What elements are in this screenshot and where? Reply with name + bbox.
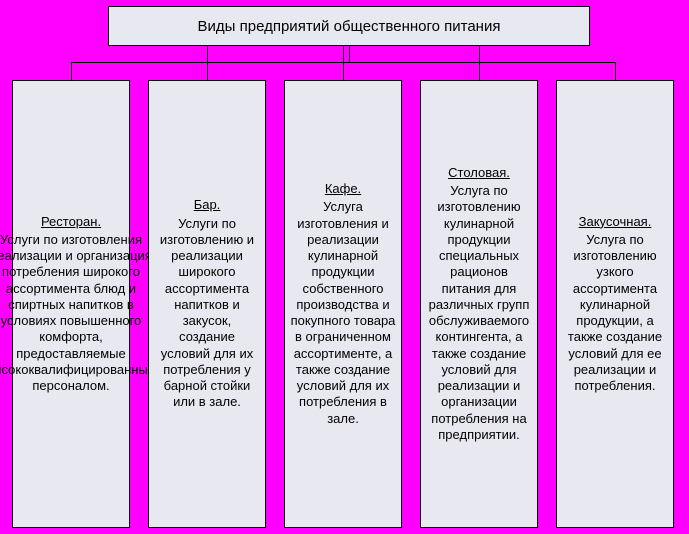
card-bar: Бар. Услуги по изготовлению и реализации … (148, 80, 266, 528)
diagram-title: Виды предприятий общественного питания (198, 18, 501, 35)
card-text-cafe: Услуга изготовления и реализации кулинар… (289, 199, 397, 427)
card-title-snackbar: Закусочная. (579, 214, 652, 230)
card-cafe: Кафе. Услуга изготовления и реализации ку… (284, 80, 402, 528)
card-text-snackbar: Услуга по изготовлению узкого ассортимен… (561, 232, 669, 395)
card-text-restaurant: Услуги по изготовления реализации и орга… (0, 232, 157, 395)
card-title-cafe: Кафе. (325, 181, 361, 197)
card-title-canteen: Столовая. (448, 165, 510, 181)
card-restaurant: Ресторан.Услуги по изготовления реализац… (12, 80, 130, 528)
card-text-bar: Услуги по изготовлению и реализации широ… (153, 216, 261, 411)
card-text-canteen: Услуга по изготовлению кулинарной продук… (425, 183, 533, 443)
card-title-restaurant: Ресторан. (41, 214, 101, 230)
card-snackbar: Закусочная. Услуга по изготовлению узкого… (556, 80, 674, 528)
title-box: Виды предприятий общественного питания (108, 6, 590, 46)
card-canteen: Столовая. Услуга по изготовлению кулинарн… (420, 80, 538, 528)
card-title-bar: Бар. (194, 197, 221, 213)
